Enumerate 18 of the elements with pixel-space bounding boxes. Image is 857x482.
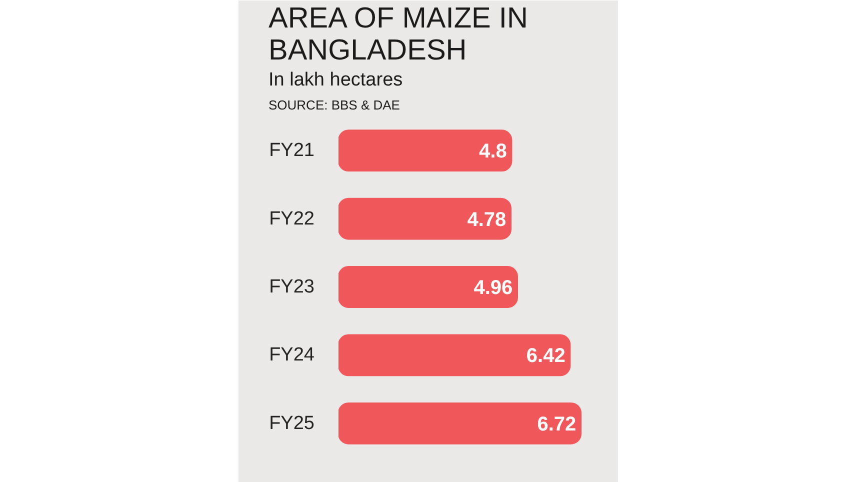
y-tick-label: FY22	[269, 208, 315, 230]
source-note: SOURCE: BBS & DAE	[268, 98, 400, 112]
bar	[338, 402, 582, 444]
data-label: 6.72	[537, 413, 576, 436]
bar	[338, 198, 512, 240]
bar	[338, 130, 512, 172]
chart-subtitle: In lakh hectares	[268, 70, 403, 90]
bar	[338, 334, 571, 376]
bar	[338, 266, 518, 308]
y-tick-label: FY23	[269, 276, 315, 298]
chart-title: AREA OF MAIZE IN BANGLADESH	[268, 2, 528, 66]
data-label: 4.78	[467, 208, 506, 231]
data-label: 4.8	[479, 140, 507, 163]
data-label: 6.42	[526, 345, 566, 368]
data-label: 4.96	[474, 277, 513, 299]
y-tick-label: FY25	[269, 412, 315, 434]
y-tick-label: FY24	[269, 344, 315, 366]
y-tick-label: FY21	[269, 140, 315, 162]
